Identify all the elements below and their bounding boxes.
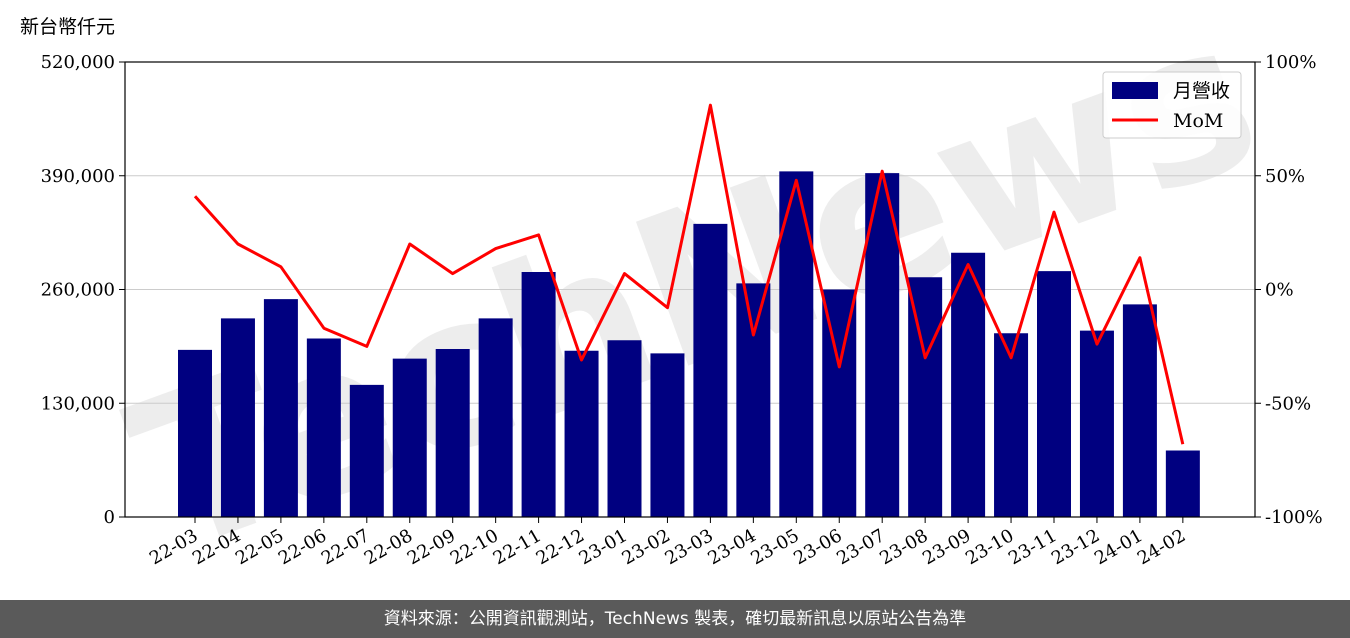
x-tick-label: 24-01 — [1091, 525, 1146, 569]
bar-22-10 — [478, 318, 513, 517]
bar-22-08 — [392, 358, 427, 517]
x-tick-label: 23-05 — [747, 525, 802, 569]
bar-series — [178, 171, 1200, 517]
bar-23-02 — [650, 353, 685, 517]
bar-23-06 — [822, 289, 857, 517]
bar-22-09 — [435, 349, 470, 517]
bar-22-12 — [564, 350, 599, 517]
bar-22-07 — [349, 384, 384, 517]
bar-23-09 — [951, 252, 986, 517]
y2-tick-label: -50% — [1265, 393, 1311, 414]
x-tick-label: 23-10 — [962, 525, 1017, 569]
x-tick-label: 23-07 — [833, 525, 888, 569]
x-tick-label: 22-11 — [490, 525, 545, 569]
y2-tick-label: 0% — [1265, 280, 1294, 301]
x-tick-label: 23-09 — [919, 525, 974, 569]
x-tick-label: 23-08 — [876, 525, 931, 569]
bar-23-07 — [865, 173, 900, 517]
bar-22-06 — [306, 338, 341, 517]
legend-label-line: MoM — [1173, 110, 1223, 132]
mom-line — [193, 103, 1185, 445]
x-tick-label: 23-01 — [576, 525, 631, 569]
y-tick-label: 0 — [104, 507, 115, 528]
y-axis-left: 0 130,000 260,000 390,000 520,000 — [41, 52, 125, 528]
bar-24-01 — [1122, 304, 1157, 517]
y2-tick-label: -100% — [1265, 507, 1323, 528]
bar-23-04 — [736, 283, 771, 517]
legend-label-bar: 月營收 — [1173, 80, 1230, 102]
x-tick-label: 23-04 — [704, 525, 759, 569]
mom-line-series — [193, 103, 1185, 445]
x-tick-label: 23-11 — [1005, 525, 1060, 569]
y-axis-unit-label: 新台幣仟元 — [20, 16, 115, 38]
bar-23-12 — [1079, 330, 1114, 517]
y-axis-right: -100% -50% 0% 50% 100% — [1255, 52, 1323, 528]
x-tick-label: 22-10 — [447, 525, 502, 569]
x-tick-label: 23-02 — [619, 525, 674, 569]
x-tick-label: 22-12 — [533, 525, 588, 569]
y-tick-label: 520,000 — [41, 52, 115, 73]
bar-23-01 — [607, 340, 642, 517]
footer-source-note: 資料來源：公開資訊觀測站，TechNews 製表，確切最新訊息以原站公告為準 — [0, 600, 1350, 638]
x-tick-label: 23-12 — [1048, 525, 1103, 569]
y2-tick-label: 50% — [1265, 166, 1305, 187]
y-tick-label: 260,000 — [41, 280, 115, 301]
bar-23-11 — [1037, 271, 1071, 517]
x-tick-label: 22-09 — [404, 525, 459, 569]
bar-22-03 — [178, 349, 212, 517]
bar-23-10 — [994, 333, 1029, 517]
x-tick-label: 23-06 — [790, 525, 845, 569]
bar-23-08 — [908, 277, 943, 517]
x-tick-label: 24-02 — [1134, 525, 1189, 569]
legend: 月營收 MoM — [1102, 71, 1242, 139]
legend-swatch-bar — [1112, 82, 1158, 99]
bar-24-02 — [1165, 450, 1200, 517]
bar-22-05 — [263, 299, 298, 517]
y2-tick-label: 100% — [1265, 52, 1316, 73]
y-tick-label: 130,000 — [41, 393, 115, 414]
y-tick-label: 390,000 — [41, 166, 115, 187]
bar-23-03 — [693, 223, 728, 517]
x-tick-label: 23-03 — [661, 525, 716, 569]
chart: 新台幣仟元 TechNews 0130,000260,000390,000520… — [20, 0, 1323, 600]
bar-22-04 — [220, 318, 255, 517]
bar-22-11 — [521, 272, 556, 517]
